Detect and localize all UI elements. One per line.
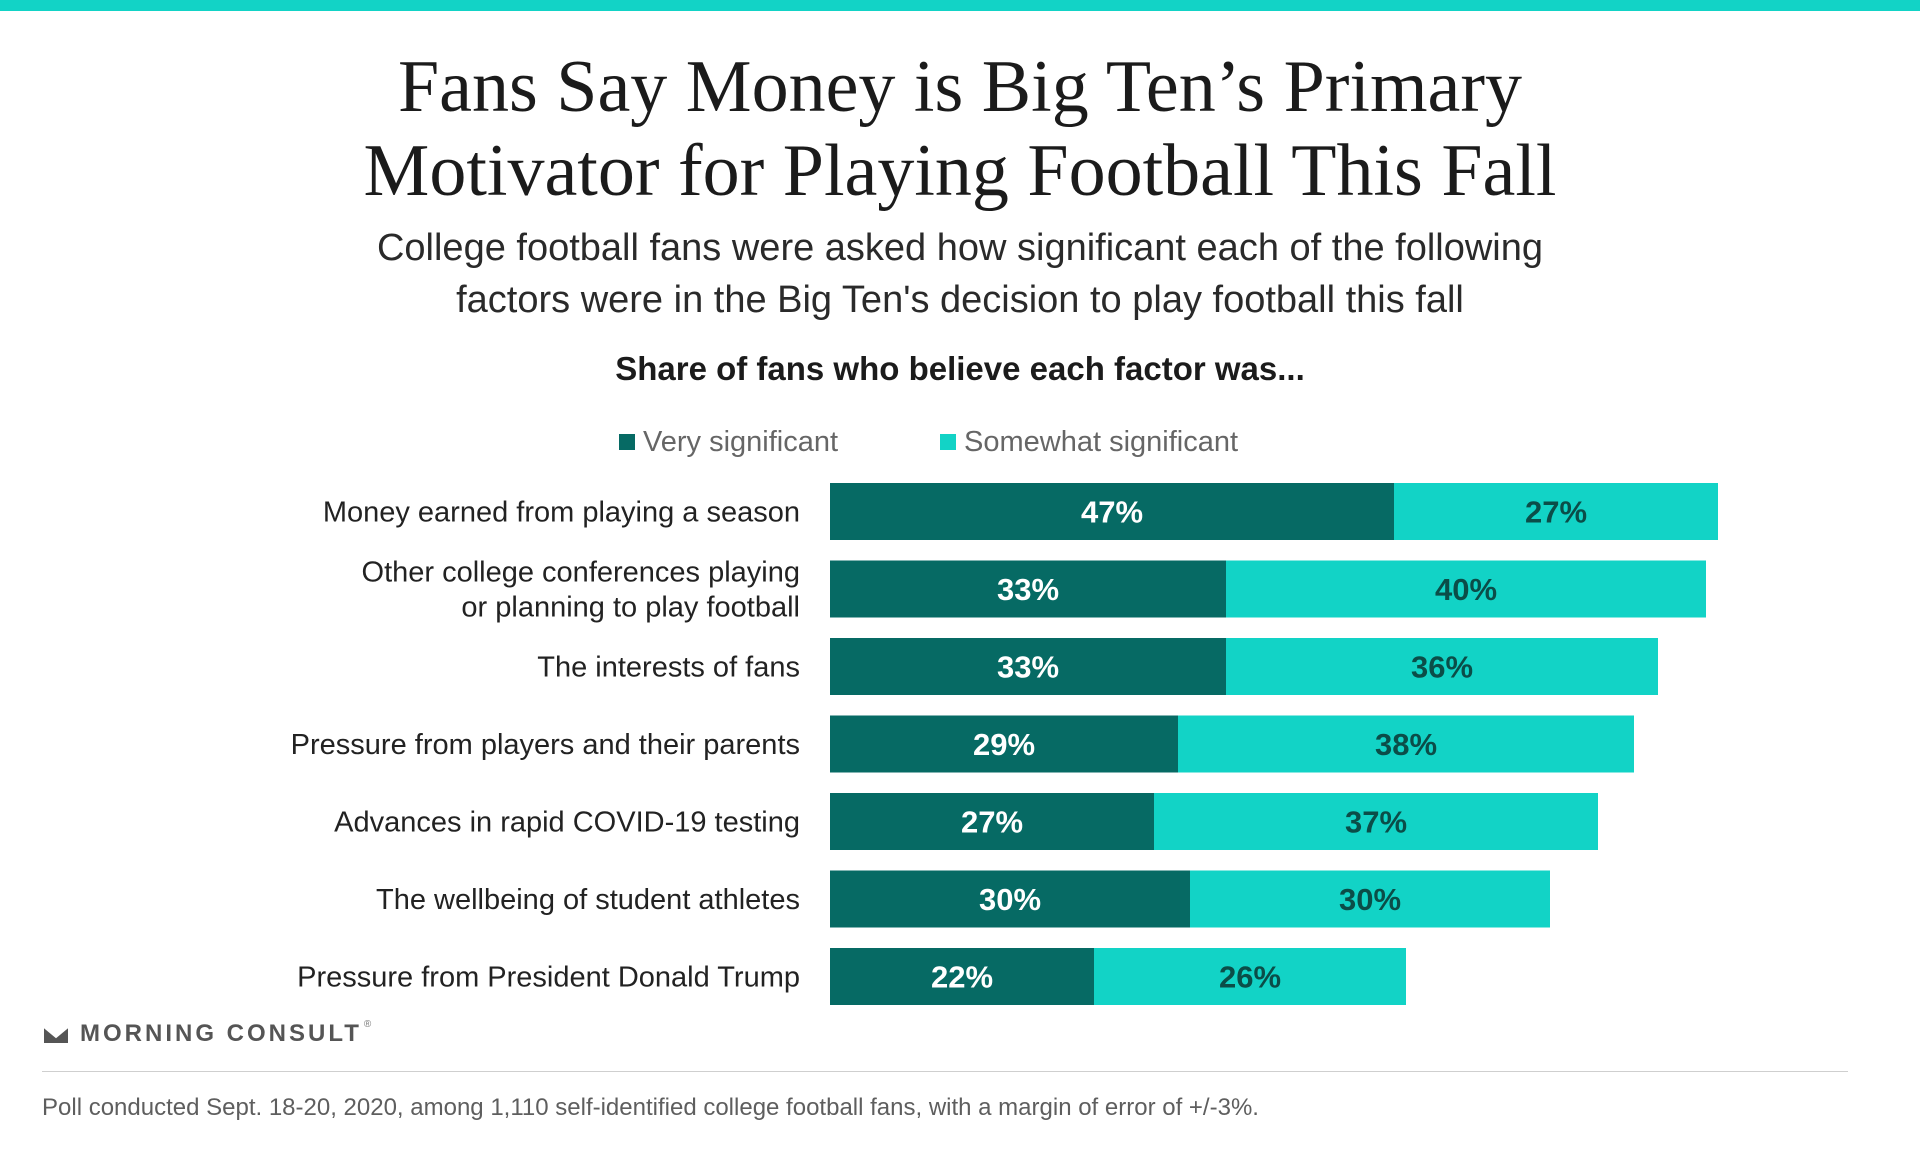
- category-label-1-line-0: Other college conferences playing: [362, 557, 800, 589]
- bar-somewhat-significant-6: [1094, 948, 1406, 1005]
- category-label-1-line-1: or planning to play football: [461, 592, 800, 624]
- top-accent-bar: [0, 0, 1920, 11]
- bar-somewhat-significant-1: [1226, 560, 1706, 618]
- data-label-very-significant-5: 30%: [979, 882, 1041, 917]
- bar-very-significant-5: [830, 870, 1190, 928]
- data-label-very-significant-2: 33%: [997, 650, 1059, 685]
- legend-label-very-significant: Very significant: [643, 425, 839, 458]
- chart-title-line-1: Fans Say Money is Big Ten’s Primary: [397, 46, 1523, 128]
- data-label-somewhat-significant-0: 27%: [1525, 495, 1587, 530]
- category-label-0: Money earned from playing a season: [323, 497, 800, 529]
- category-label-3: Pressure from players and their parents: [291, 729, 800, 761]
- bar-very-significant-0: [830, 483, 1394, 540]
- bar-somewhat-significant-5: [1190, 870, 1550, 928]
- data-label-somewhat-significant-6: 26%: [1219, 960, 1281, 995]
- category-label-4: Advances in rapid COVID-19 testing: [334, 807, 800, 839]
- morning-consult-m-icon: [43, 1026, 69, 1043]
- legend-swatch-somewhat-significant: [940, 434, 956, 450]
- category-label-5: The wellbeing of student athletes: [376, 884, 800, 916]
- chart-subtitle-line-2: factors were in the Big Ten's decision t…: [456, 279, 1464, 321]
- brand-logo: MORNING CONSULT ®: [42, 1016, 371, 1052]
- bar-very-significant-3: [830, 715, 1178, 773]
- bar-somewhat-significant-3: [1178, 715, 1634, 773]
- bar-very-significant-4: [830, 793, 1154, 850]
- data-label-somewhat-significant-4: 37%: [1345, 805, 1407, 840]
- legend-item-somewhat-significant: Somewhat significant: [940, 420, 1238, 464]
- brand-name: MORNING CONSULT: [80, 1020, 362, 1047]
- bar-somewhat-significant-0: [1394, 483, 1718, 540]
- data-label-very-significant-3: 29%: [973, 727, 1035, 762]
- legend-swatch-very-significant: [619, 434, 635, 450]
- legend-label-somewhat-significant: Somewhat significant: [964, 425, 1239, 458]
- bar-very-significant-1: [830, 560, 1226, 618]
- stacked-bar-chart: 47% 27% Money earned from playing a season…: [291, 483, 1718, 1005]
- bar-somewhat-significant-2: [1226, 638, 1658, 695]
- data-label-somewhat-significant-1: 40%: [1435, 572, 1497, 607]
- chart-subtitle-line-1: College football fans were asked how sig…: [376, 227, 1544, 269]
- brand-registered-mark: ®: [363, 1018, 372, 1030]
- data-label-very-significant-1: 33%: [997, 572, 1059, 607]
- footnote: Poll conducted Sept. 18-20, 2020, among …: [42, 1094, 1259, 1121]
- bar-very-significant-2: [830, 638, 1226, 695]
- data-label-somewhat-significant-5: 30%: [1339, 882, 1401, 917]
- bar-somewhat-significant-4: [1154, 793, 1598, 850]
- chart-section-label: Share of fans who believe each factor wa…: [615, 350, 1305, 387]
- data-label-very-significant-4: 27%: [961, 805, 1023, 840]
- bar-very-significant-6: [830, 948, 1094, 1005]
- chart-title-line-2: Motivator for Playing Football This Fall: [363, 130, 1557, 212]
- category-label-2: The interests of fans: [537, 652, 800, 684]
- legend-item-very-significant: Very significant: [619, 420, 838, 464]
- data-label-very-significant-0: 47%: [1081, 495, 1143, 530]
- data-label-very-significant-6: 22%: [931, 960, 993, 995]
- data-label-somewhat-significant-2: 36%: [1411, 650, 1473, 685]
- footer-divider: [42, 1071, 1848, 1072]
- category-label-6: Pressure from President Donald Trump: [297, 962, 800, 994]
- data-label-somewhat-significant-3: 38%: [1375, 727, 1437, 762]
